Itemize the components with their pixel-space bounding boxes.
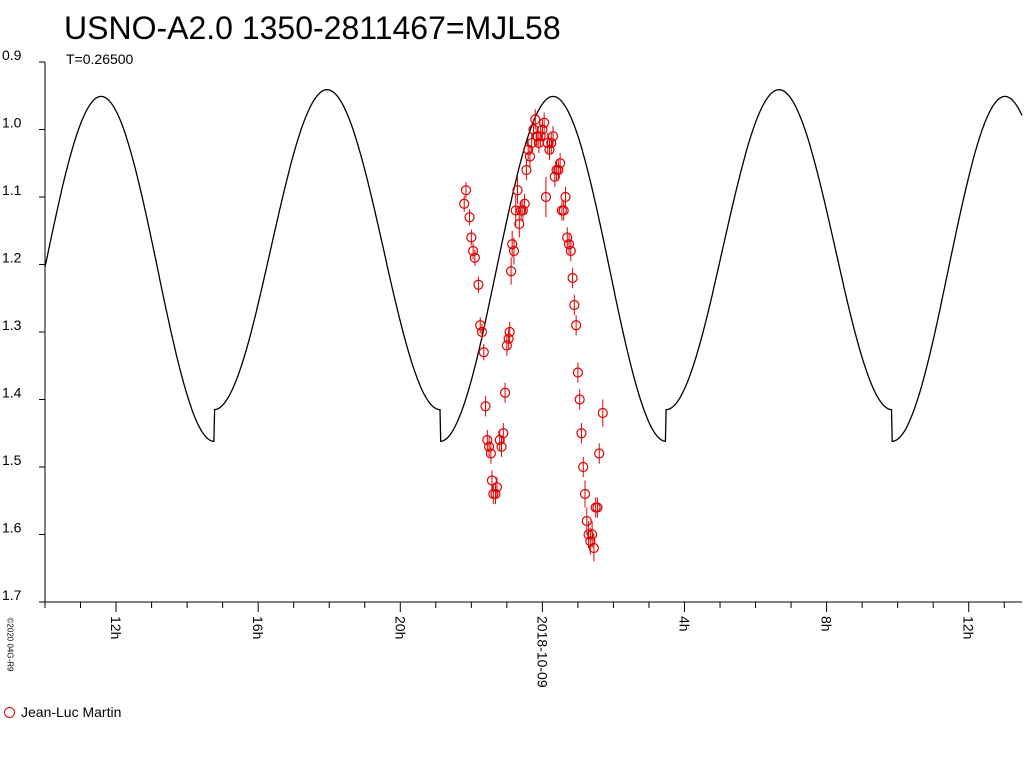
data-point xyxy=(587,529,598,540)
data-point xyxy=(535,131,546,142)
data-point xyxy=(579,488,591,500)
legend-marker-icon xyxy=(4,706,15,718)
x-tick-label: 16h xyxy=(250,616,266,639)
data-point xyxy=(473,279,484,290)
legend-label: Jean-Luc Martin xyxy=(21,704,122,720)
data-point xyxy=(464,212,475,223)
data-point xyxy=(560,191,571,203)
x-tick-label: 12h xyxy=(108,616,124,639)
legend: Jean-Luc Martin xyxy=(4,704,121,720)
model-curve xyxy=(44,89,1023,443)
data-point xyxy=(572,367,584,378)
data-point xyxy=(519,198,530,209)
data-point xyxy=(546,137,557,149)
data-point xyxy=(571,320,582,331)
y-tick-label: 1.5 xyxy=(2,452,22,468)
data-point xyxy=(466,232,477,243)
x-tick-label: 12h xyxy=(961,616,977,639)
data-point xyxy=(460,185,472,196)
chart-title: USNO-A2.0 1350-2811467=MJL58 xyxy=(64,10,561,46)
data-point xyxy=(517,205,528,216)
y-tick-label: 1.2 xyxy=(2,250,22,266)
data-point xyxy=(553,164,564,176)
x-tick-label: 2018-10-09 xyxy=(534,616,550,688)
axes: 0.9 1.0 1.1 1.2 1.3 1.4 1.5 1.6 1.7 12h 16h 20h 2018… xyxy=(2,47,1022,688)
data-point xyxy=(499,387,511,398)
data-point xyxy=(475,320,486,331)
data-point xyxy=(504,326,515,338)
data-point xyxy=(583,529,594,540)
x-tick-label: 20h xyxy=(392,616,408,639)
data-point xyxy=(563,239,575,250)
chart-subtitle: T=0.26500 xyxy=(66,51,134,67)
data-point xyxy=(496,441,507,452)
data-point xyxy=(480,401,491,412)
data-point xyxy=(524,151,536,162)
data-point xyxy=(507,239,518,250)
data-point xyxy=(490,488,501,500)
data-point xyxy=(539,117,550,128)
data-point xyxy=(574,394,585,405)
data-point xyxy=(512,185,523,196)
data-point xyxy=(469,252,480,263)
data-point xyxy=(542,137,553,149)
y-tick-label: 1.1 xyxy=(2,182,22,198)
x-tick-label: 4h xyxy=(676,616,692,632)
data-point xyxy=(581,515,592,527)
data-point xyxy=(592,502,603,513)
y-tick-label: 1.4 xyxy=(2,385,22,401)
y-tick-label: 1.7 xyxy=(2,587,22,603)
data-point xyxy=(578,461,589,473)
data-point xyxy=(506,266,517,277)
data-point xyxy=(526,137,537,149)
y-tick-label: 1.0 xyxy=(2,115,22,131)
data-point xyxy=(567,272,578,284)
model-curve-layer xyxy=(44,89,1023,443)
data-point xyxy=(537,124,548,135)
data-point xyxy=(569,299,580,311)
data-point xyxy=(521,164,532,176)
data-point xyxy=(514,218,525,230)
data-point xyxy=(482,434,493,446)
data-point xyxy=(547,131,559,142)
data-point xyxy=(476,326,488,338)
data-points-layer xyxy=(459,109,608,562)
data-point xyxy=(555,158,566,169)
data-point xyxy=(531,131,543,142)
data-point xyxy=(544,144,555,155)
data-point xyxy=(588,542,599,554)
x-tick-label: 8h xyxy=(819,616,835,632)
y-tick-label: 1.6 xyxy=(2,520,22,536)
data-point xyxy=(597,407,608,419)
data-point xyxy=(498,428,509,439)
data-point xyxy=(478,347,489,358)
data-point xyxy=(562,232,573,243)
data-point xyxy=(483,441,495,452)
data-point xyxy=(510,205,521,216)
y-tick-label: 1.3 xyxy=(2,317,22,333)
data-point xyxy=(576,428,587,439)
data-point xyxy=(558,205,569,216)
data-point xyxy=(501,340,512,351)
data-point xyxy=(594,448,605,459)
data-point xyxy=(530,114,541,125)
data-point xyxy=(485,448,496,459)
data-point xyxy=(503,333,514,344)
data-point xyxy=(540,191,552,203)
data-point xyxy=(491,482,503,493)
data-point xyxy=(468,245,479,257)
data-point xyxy=(508,245,520,257)
data-point xyxy=(459,198,470,209)
y-tick-label: 0.9 xyxy=(2,47,22,63)
data-point xyxy=(565,245,576,257)
